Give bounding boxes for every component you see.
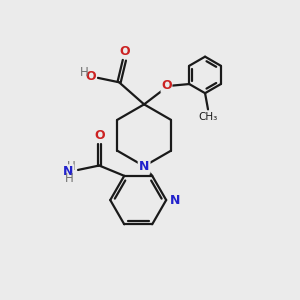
Text: O: O — [94, 129, 104, 142]
Text: H: H — [67, 160, 76, 173]
Text: O: O — [119, 45, 130, 58]
Text: N: N — [170, 194, 180, 207]
Text: H: H — [65, 172, 74, 185]
Text: H: H — [80, 66, 89, 79]
Text: N: N — [139, 160, 149, 173]
Text: O: O — [161, 79, 172, 92]
Text: N: N — [63, 165, 74, 178]
Text: O: O — [86, 70, 96, 83]
Text: CH₃: CH₃ — [198, 112, 218, 122]
